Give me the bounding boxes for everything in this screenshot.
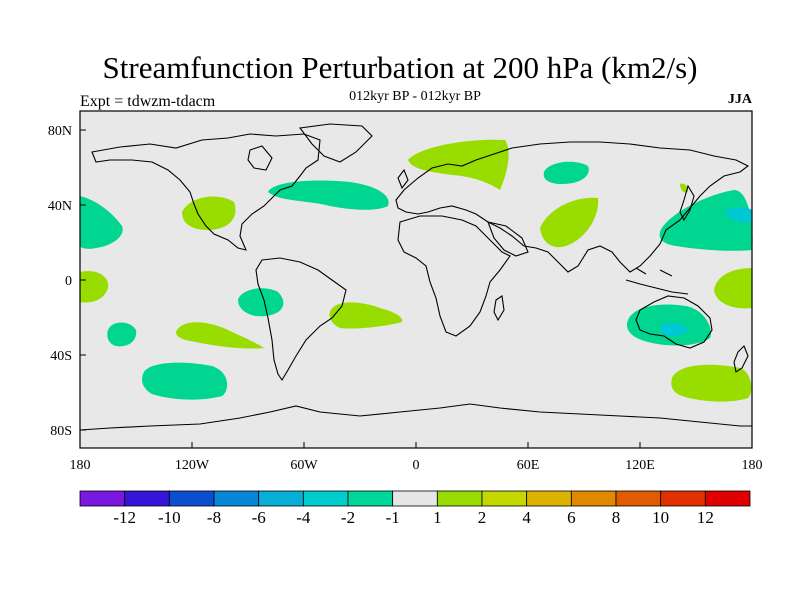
colorbar-label: -6 [252, 508, 266, 527]
colorbar-swatch [481, 490, 528, 507]
colorbar-swatch [347, 490, 394, 507]
coast-north-america [91, 133, 321, 251]
positive-region-east-edge [714, 268, 752, 309]
colorbar [79, 490, 751, 507]
coast-hudson-bay [247, 145, 273, 171]
lon-tick-label: 120W [175, 458, 210, 473]
colorbar-label: -10 [158, 508, 181, 527]
coast-south-america [255, 257, 347, 382]
negative-region-north-pacific-west [659, 190, 753, 251]
colorbar-label: 6 [567, 508, 576, 527]
colorbar-swatch [704, 490, 751, 507]
lat-tick-label: 40N [48, 199, 72, 214]
positive-region-west-edge [80, 270, 109, 303]
colorbar-label: -12 [113, 508, 136, 527]
coast-africa [397, 215, 511, 337]
lat-tick-label: 80N [48, 124, 72, 139]
negative-region-date-line-north [80, 196, 123, 249]
coastlines [79, 123, 752, 431]
colorbar-swatch [436, 490, 483, 507]
lat-tick-label: 80S [50, 424, 72, 439]
experiment-label: Expt = tdwzm-tdacm [80, 93, 216, 110]
colorbar-label: 1 [433, 508, 442, 527]
coast-australia [635, 295, 713, 349]
colorbar-swatch [660, 490, 706, 507]
positive-region-south-pacific [176, 322, 264, 349]
colorbar-swatch [526, 490, 572, 507]
coast-uk [397, 168, 409, 190]
lon-tick-label: 180 [70, 458, 91, 473]
negative-region-central-south-pacific [107, 322, 137, 347]
lon-tick-label: 60E [517, 458, 540, 473]
colorbar-label: 12 [697, 508, 714, 527]
lon-tick-label: 120E [625, 458, 655, 473]
colorbar-labels: -12 -10 -8 -6 -4 -2 -1 1 2 4 6 8 10 12 [113, 508, 714, 527]
coast-greenland [298, 123, 373, 163]
positive-region-central-asia [540, 197, 599, 248]
negative-region-southeast-pacific [238, 288, 284, 317]
colorbar-label: 4 [522, 508, 531, 527]
colorbar-swatch [168, 490, 215, 507]
colorbar-swatch [258, 490, 304, 507]
colorbar-label: -2 [341, 508, 355, 527]
colorbar-swatch [302, 490, 349, 507]
coast-madagascar [493, 295, 505, 322]
lat-tick-labels: 80N 40N 0 40S 80S [48, 124, 72, 439]
coast-europe-asia [395, 141, 750, 273]
negative-region-australia-core [660, 322, 688, 337]
lon-tick-label: 0 [413, 458, 420, 473]
colorbar-label: -8 [207, 508, 221, 527]
anomaly-fields [80, 139, 753, 402]
colorbar-label: -1 [386, 508, 400, 527]
positive-region-scandinavia [408, 139, 509, 190]
colorbar-label: 10 [652, 508, 669, 527]
coast-arabia [487, 221, 529, 257]
lat-tick-label: 40S [50, 349, 72, 364]
colorbar-swatch [570, 490, 617, 507]
lon-tick-label: 60W [290, 458, 318, 473]
plot-subtitle: 012kyr BP - 012kyr BP [349, 89, 481, 104]
coast-new-zealand [733, 345, 749, 373]
negative-region-north-atlantic [268, 180, 389, 210]
lon-tick-label: 180 [742, 458, 763, 473]
coast-japan [679, 184, 695, 222]
coast-indonesia [625, 267, 689, 295]
negative-region-north-pacific-core [724, 207, 752, 223]
positive-region-japan [680, 183, 688, 193]
colorbar-swatch [124, 490, 170, 507]
season-label: JJA [727, 92, 752, 107]
negative-region-southern-ocean [142, 362, 228, 400]
positive-region-south-pacific-west [671, 364, 752, 402]
colorbar-swatch [213, 490, 260, 507]
negative-region-siberia [543, 161, 589, 184]
colorbar-label: -4 [296, 508, 311, 527]
lat-tick-label: 0 [65, 274, 72, 289]
lat-axis [80, 129, 86, 431]
colorbar-label: 8 [612, 508, 621, 527]
colorbar-swatch [392, 490, 438, 507]
plot-title: Streamfunction Perturbation at 200 hPa (… [102, 50, 698, 85]
positive-region-south-atlantic [329, 302, 403, 329]
colorbar-swatch [615, 490, 662, 507]
coast-antarctica [79, 403, 752, 431]
lon-axis [79, 442, 753, 448]
colorbar-label: 2 [478, 508, 487, 527]
positive-region-north-pacific-east [182, 196, 236, 230]
colorbar-swatch [79, 490, 126, 507]
lon-tick-labels: 180 120W 60W 0 60E 120E 180 [70, 458, 763, 473]
